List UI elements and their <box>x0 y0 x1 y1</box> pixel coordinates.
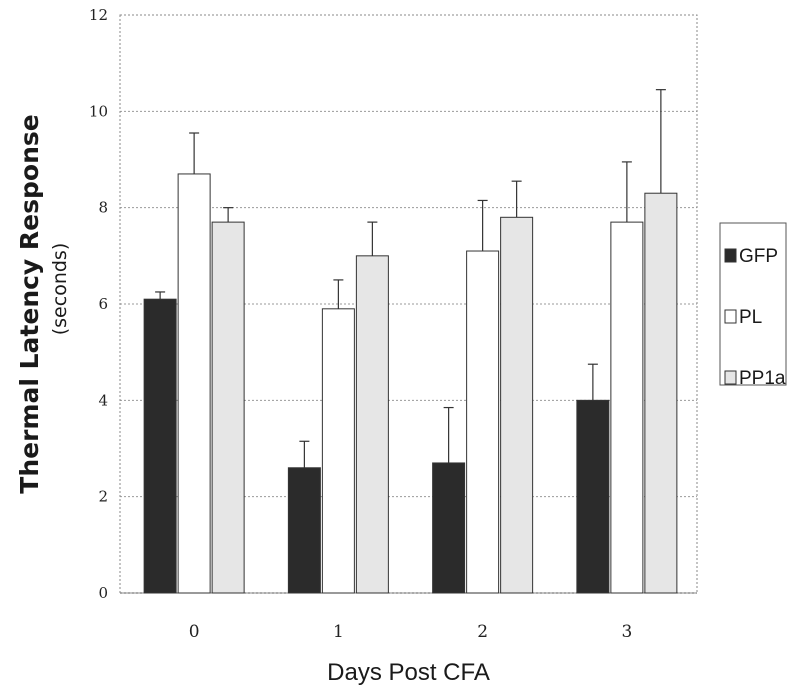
x-tick-2: 2 <box>477 622 488 642</box>
x-tick-3: 3 <box>621 622 632 642</box>
y-axis-title: Thermal Latency Response <box>15 114 44 493</box>
legend-label-PL: PL <box>739 307 762 328</box>
y-tick-8: 8 <box>98 199 108 217</box>
x-axis-title: Days Post CFA <box>327 659 490 686</box>
bar-GFP-2 <box>433 463 465 593</box>
legend-label-GFP: GFP <box>739 246 778 267</box>
y-tick-2: 2 <box>98 488 108 506</box>
bar-GFP-3 <box>577 400 609 593</box>
bars-layer <box>144 174 677 593</box>
bar-PL-2 <box>467 251 499 593</box>
bar-PP1a-1 <box>356 256 388 593</box>
y-tick-0: 0 <box>98 584 108 602</box>
bar-PP1a-2 <box>501 217 533 593</box>
legend-swatch-PP1a <box>725 371 736 384</box>
x-tick-0: 0 <box>189 622 200 642</box>
bar-PL-0 <box>178 174 210 593</box>
y-tick-labels: 0 2 4 6 8 10 12 <box>89 6 108 602</box>
legend-swatch-GFP <box>725 249 736 262</box>
bar-GFP-1 <box>288 468 320 593</box>
y-tick-6: 6 <box>98 295 108 313</box>
x-tick-labels: 0 1 2 3 <box>189 622 633 642</box>
legend-swatch-PL <box>725 310 736 323</box>
y-tick-4: 4 <box>98 391 108 409</box>
y-tick-10: 10 <box>89 102 108 120</box>
x-tick-1: 1 <box>333 622 344 642</box>
legend: GFP PL PP1a <box>720 223 786 389</box>
bar-GFP-0 <box>144 299 176 593</box>
bar-PP1a-3 <box>645 193 677 593</box>
y-tick-12: 12 <box>89 6 108 24</box>
bar-PP1a-0 <box>212 222 244 593</box>
y-axis-subtitle: (seconds) <box>49 243 71 336</box>
bar-PL-1 <box>322 309 354 593</box>
legend-label-PP1a: PP1a <box>739 368 786 389</box>
bar-PL-3 <box>611 222 643 593</box>
